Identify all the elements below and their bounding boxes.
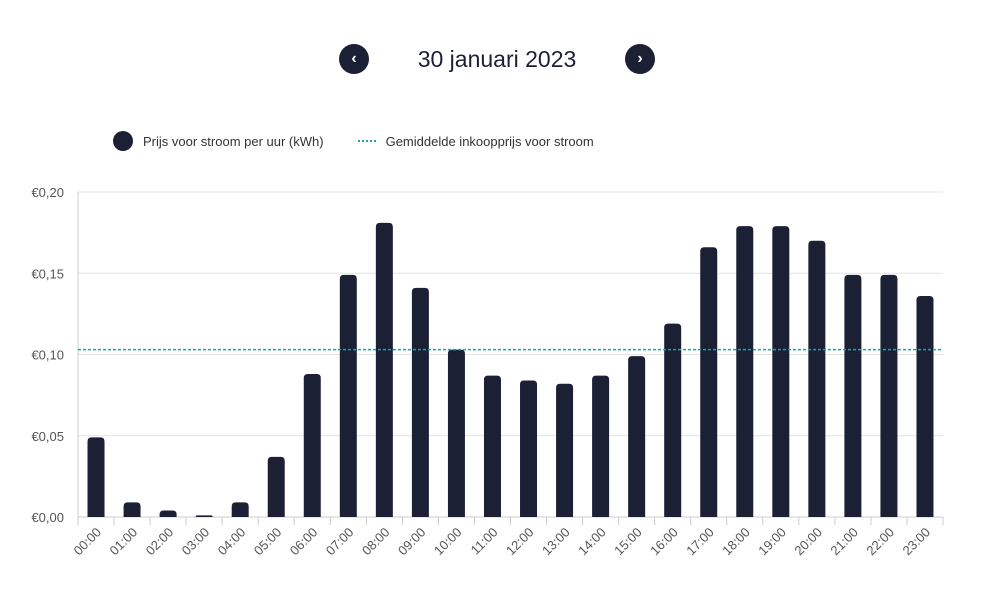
bar-0400[interactable] [231,502,249,517]
bar-1400[interactable] [592,375,610,517]
bar-1600[interactable] [664,323,682,517]
bar-1900[interactable] [772,226,790,517]
bar-1500[interactable] [628,356,646,517]
x-tick-label: 16:00 [647,525,681,559]
y-tick-label: €0,10 [31,348,64,363]
date-title: 30 januari 2023 [417,45,577,72]
chevron-left-icon: ‹ [351,50,357,67]
x-tick-label: 09:00 [395,525,429,559]
y-tick-label: €0,00 [31,510,64,525]
chart-legend: Prijs voor stroom per uur (kWh) Gemiddel… [113,131,594,151]
bar-1800[interactable] [736,226,754,517]
bar-2000[interactable] [808,240,826,517]
bar-1300[interactable] [556,383,574,517]
x-tick-label: 03:00 [179,525,213,559]
x-tick-label: 22:00 [863,525,897,559]
x-tick-label: 11:00 [468,525,501,558]
x-tick-label: 13:00 [539,525,573,559]
x-tick-label: 21:00 [827,525,861,559]
bar-0200[interactable] [159,510,177,518]
x-tick-label: 19:00 [755,525,789,559]
bar-1000[interactable] [447,349,465,517]
bar-1700[interactable] [700,247,718,517]
bar-0600[interactable] [303,374,321,517]
x-tick-label: 17:00 [683,525,717,559]
x-tick-label: 02:00 [143,525,177,559]
bar-2300[interactable] [916,296,934,517]
next-day-button[interactable]: › [625,44,655,74]
legend-label-price[interactable]: Prijs voor stroom per uur (kWh) [143,133,324,149]
x-tick-label: 00:00 [71,525,105,559]
bar-1200[interactable] [520,380,538,518]
x-tick-label: 08:00 [359,525,393,559]
y-tick-label: €0,05 [31,429,64,444]
x-tick-label: 04:00 [215,525,249,559]
bar-0700[interactable] [339,274,357,517]
bar-0900[interactable] [411,287,429,517]
bar-0300[interactable] [195,515,213,517]
x-tick-label: 20:00 [791,525,825,559]
bar-1100[interactable] [483,375,501,517]
x-tick-label: 12:00 [503,525,537,559]
y-tick-label: €0,20 [31,185,64,200]
chevron-right-icon: › [637,50,643,67]
bar-2100[interactable] [844,274,862,517]
previous-day-button[interactable]: ‹ [339,44,369,74]
bar-2200[interactable] [880,274,898,517]
x-tick-label: 15:00 [611,525,645,559]
date-navigator: ‹ 30 januari 2023 › [0,44,994,74]
bar-0000[interactable] [87,437,105,517]
legend-swatch-price[interactable] [113,131,133,151]
bar-0800[interactable] [375,222,393,517]
x-tick-label: 14:00 [575,525,609,559]
x-tick-label: 05:00 [251,525,285,559]
x-tick-label: 18:00 [719,525,753,559]
legend-label-average[interactable]: Gemiddelde inkoopprijs voor stroom [385,133,594,149]
x-tick-label: 01:00 [107,525,141,559]
x-tick-label: 10:00 [431,525,465,559]
legend-swatch-average[interactable] [357,140,376,142]
bar-0500[interactable] [267,456,285,517]
x-tick-label: 06:00 [287,525,321,559]
x-tick-label: 07:00 [323,525,357,559]
x-tick-label: 23:00 [899,525,933,559]
bar-0100[interactable] [123,502,141,517]
y-tick-label: €0,15 [31,266,64,281]
